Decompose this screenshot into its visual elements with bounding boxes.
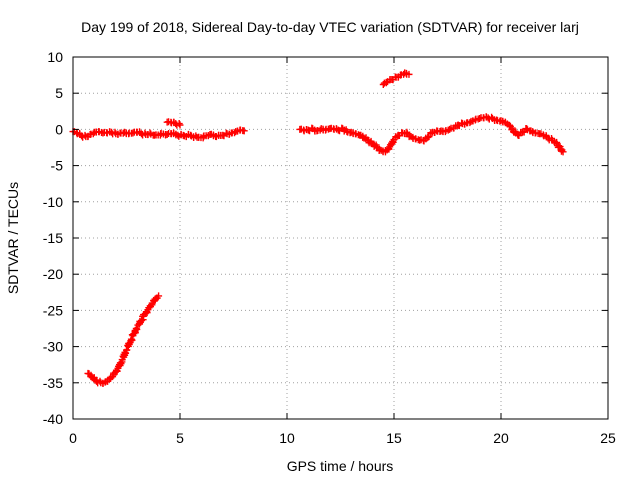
grid-lines: [73, 57, 608, 419]
y-tick-label: -25: [43, 302, 63, 318]
x-tick-label: 0: [69, 430, 77, 446]
data-point: [137, 317, 145, 325]
series-small-bump: [163, 118, 184, 129]
series-isolated-15h: [379, 69, 413, 89]
y-tick-label: -30: [43, 339, 63, 355]
data-point: [176, 121, 184, 129]
chart-title: Day 199 of 2018, Sidereal Day-to-day VTE…: [81, 19, 579, 35]
x-tick-label: 10: [279, 430, 295, 446]
data-point: [123, 346, 131, 354]
data-point: [175, 120, 183, 128]
axis-ticks: 0 5 10 15 20 25 -40 -35 -30 -25 -20 -15 -10 -5 0 5 10: [43, 49, 616, 446]
y-tick-label: -40: [43, 411, 63, 427]
series-segment-10-23h: [296, 113, 567, 156]
data-point: [163, 130, 171, 138]
data-point: [132, 324, 140, 332]
x-axis-label: GPS time / hours: [287, 458, 394, 474]
y-tick-label: -10: [43, 194, 63, 210]
x-tick-label: 15: [386, 430, 402, 446]
x-tick-label: 25: [600, 430, 616, 446]
data-point: [127, 335, 135, 343]
y-tick-label: -35: [43, 375, 63, 391]
y-tick-label: -15: [43, 230, 63, 246]
y-tick-label: -5: [51, 158, 64, 174]
y-tick-label: 5: [55, 85, 63, 101]
y-axis-label: SDTVAR / TECUs: [5, 182, 21, 294]
data-point: [476, 115, 484, 123]
x-tick-label: 20: [493, 430, 509, 446]
data-point: [382, 78, 390, 86]
x-tick-label: 5: [176, 430, 184, 446]
data-point: [446, 125, 454, 133]
y-tick-label: 10: [47, 49, 63, 65]
data-point: [129, 129, 137, 137]
data-point: [559, 148, 567, 156]
series-early-descent: [84, 292, 163, 387]
data-point: [240, 127, 248, 135]
data-point: [155, 292, 163, 300]
data-point: [405, 70, 413, 78]
y-tick-label: 0: [55, 121, 63, 137]
series-segment-0-8h: [69, 126, 248, 142]
data-points: [69, 69, 567, 387]
y-tick-label: -20: [43, 266, 63, 282]
